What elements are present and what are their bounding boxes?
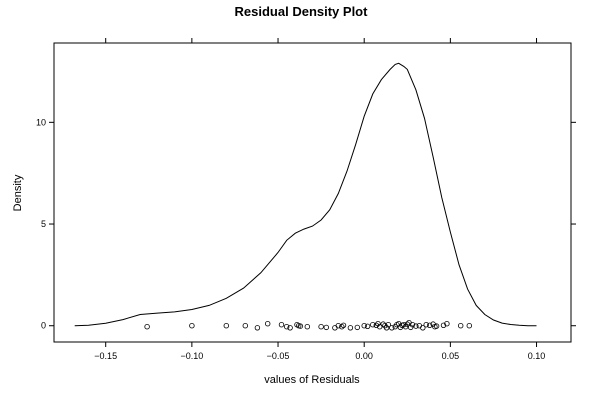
y-axis-ticks: 0 5 10 xyxy=(36,117,576,331)
residual-point xyxy=(242,323,248,329)
residual-point xyxy=(389,325,395,331)
residual-point xyxy=(377,324,383,330)
residual-point xyxy=(332,325,338,331)
x-tick-label: 0.00 xyxy=(355,351,373,361)
residual-point xyxy=(284,324,290,330)
residual-point xyxy=(354,324,360,331)
residual-point xyxy=(423,322,429,328)
residual-point xyxy=(413,323,419,329)
residual-point xyxy=(420,325,426,331)
y-axis-label: Density xyxy=(12,174,24,211)
residual-point xyxy=(458,323,464,329)
residual-point xyxy=(380,321,386,327)
plot-marks xyxy=(74,62,537,331)
residual-point xyxy=(254,325,261,331)
residual-point xyxy=(433,323,440,329)
residual-point xyxy=(189,323,195,329)
residual-point xyxy=(144,324,150,330)
y-tick-label: 10 xyxy=(36,117,46,127)
residual-point xyxy=(383,325,390,331)
residual-point xyxy=(339,324,345,330)
residual-point xyxy=(340,322,347,328)
x-tick-label: −0.05 xyxy=(267,351,290,361)
y-tick-label: 5 xyxy=(41,219,46,229)
residual-point xyxy=(287,325,293,331)
x-axis-ticks: −0.15 −0.10 −0.05 0.00 0.05 0.10 xyxy=(94,38,545,361)
plot-frame xyxy=(53,42,572,343)
residual-point xyxy=(375,321,381,327)
residual-point xyxy=(409,322,416,328)
residual-point xyxy=(440,322,447,328)
residual-point xyxy=(278,322,285,328)
residual-point xyxy=(361,323,367,329)
residual-point xyxy=(318,324,324,330)
residual-point xyxy=(297,323,304,329)
residual-point xyxy=(223,323,229,329)
residual-point xyxy=(385,322,391,328)
residual-point xyxy=(466,323,472,329)
x-axis-label: values of Residuals xyxy=(264,374,360,386)
y-tick-label: 0 xyxy=(41,321,46,331)
x-tick-label: −0.10 xyxy=(180,351,203,361)
x-tick-label: 0.10 xyxy=(528,351,546,361)
chart-title: Residual Density Plot xyxy=(235,4,369,19)
residual-point xyxy=(364,323,371,329)
residual-point xyxy=(373,322,379,328)
residual-point xyxy=(335,323,341,329)
residual-point xyxy=(408,324,414,331)
residual-point xyxy=(370,322,376,328)
residual-point xyxy=(347,325,354,331)
x-tick-label: −0.15 xyxy=(94,351,117,361)
residual-point xyxy=(323,324,329,331)
residual-point xyxy=(427,322,433,328)
residual-point xyxy=(304,324,310,330)
x-tick-label: 0.05 xyxy=(442,351,460,361)
residual-point xyxy=(444,321,450,327)
density-curve-line xyxy=(74,62,537,327)
residual-point xyxy=(404,321,410,327)
residual-point xyxy=(265,321,271,327)
